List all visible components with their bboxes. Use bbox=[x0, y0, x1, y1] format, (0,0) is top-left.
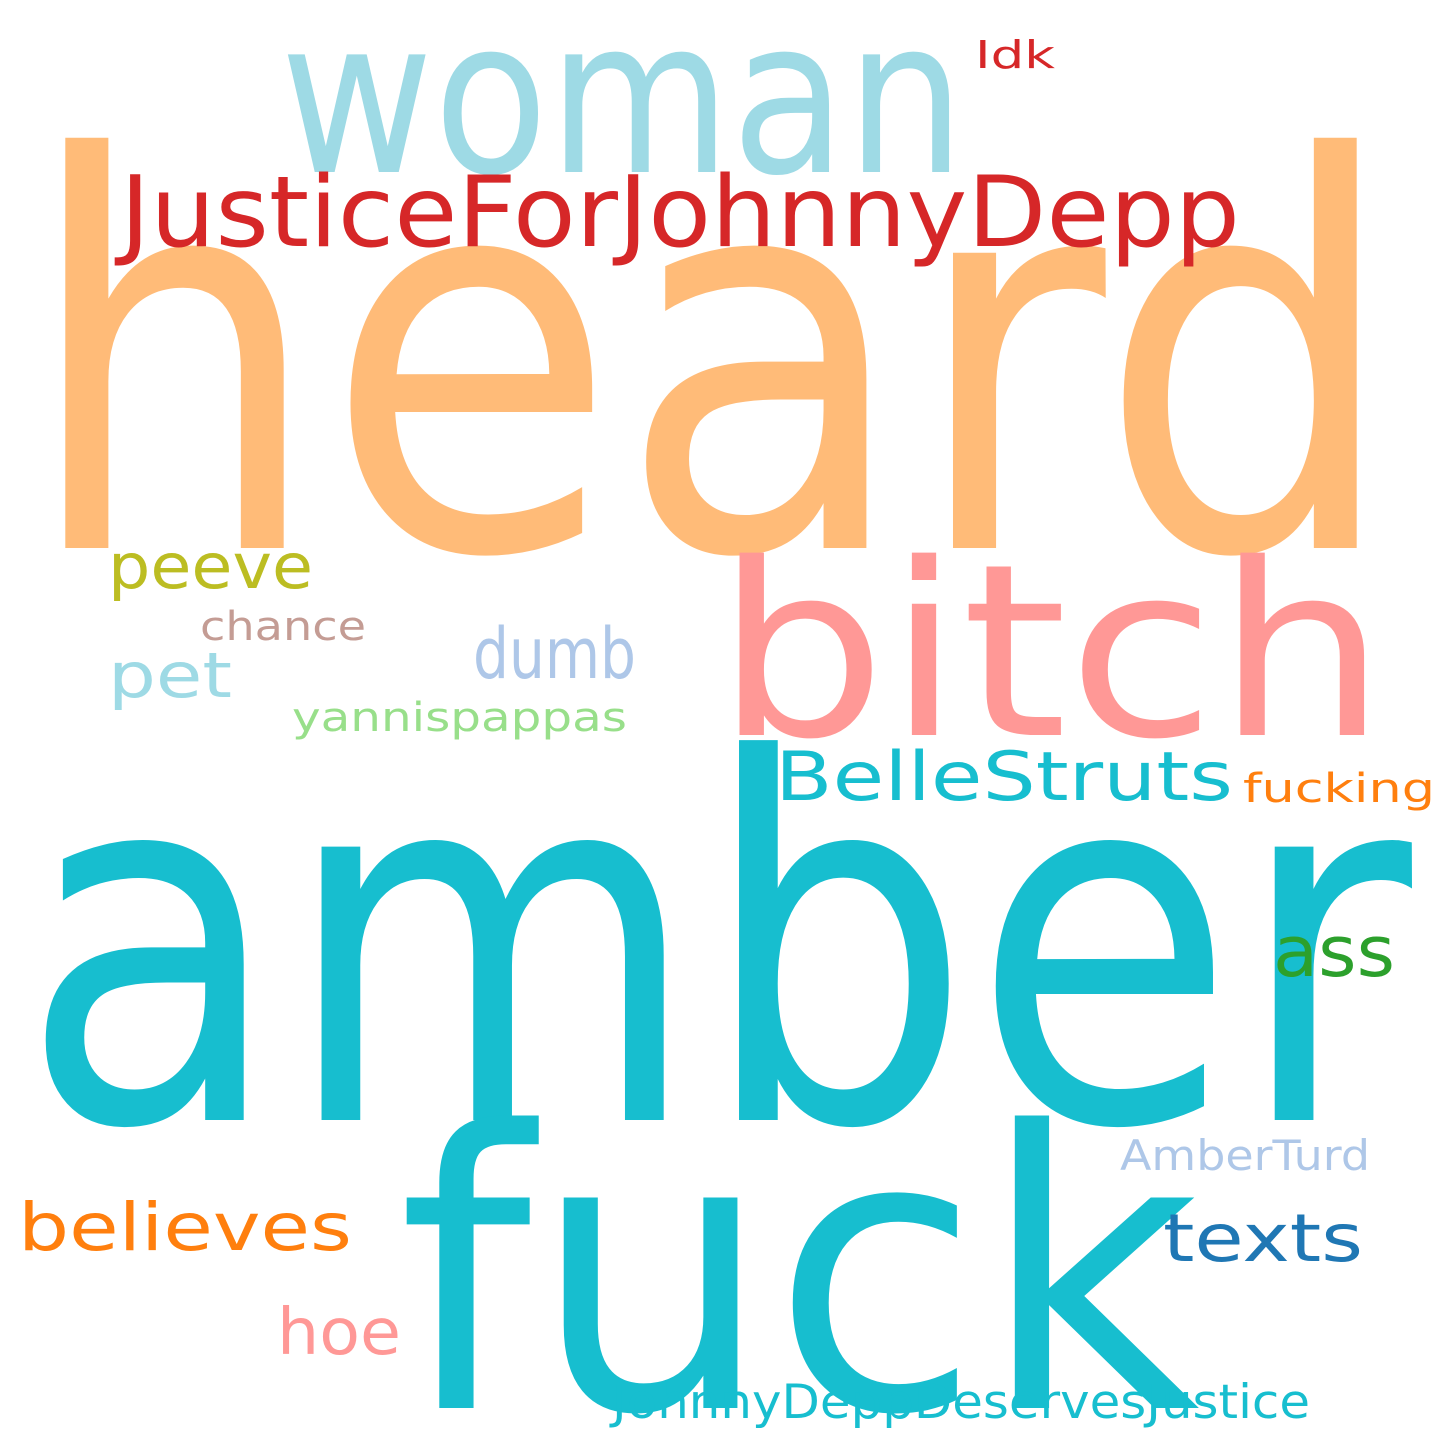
word-peeve: peeve bbox=[108, 530, 313, 603]
word-woman: woman bbox=[280, 0, 965, 223]
word-pet: pet bbox=[108, 639, 232, 712]
word-idk: Idk bbox=[975, 33, 1055, 77]
word-johnnydeserves: JohnnyDeppDeservesJustice bbox=[609, 1375, 1310, 1430]
word-justicefor: JusticeForJohnnyDepp bbox=[114, 156, 1240, 270]
word-dumb: dumb bbox=[473, 613, 636, 695]
word-texts: texts bbox=[1163, 1200, 1363, 1277]
word-fucking: fucking bbox=[1243, 766, 1435, 812]
word-heard: heard bbox=[22, 48, 1400, 676]
word-amber: amber bbox=[20, 656, 1417, 1238]
word-yannispappas: yannispappas bbox=[292, 695, 627, 741]
word-fuck: fuck bbox=[398, 1051, 1200, 1440]
word-bitch: bitch bbox=[715, 512, 1387, 792]
word-hoe: hoe bbox=[277, 1296, 401, 1370]
word-chance: chance bbox=[200, 604, 366, 650]
word-bellestruts: BelleStruts bbox=[775, 738, 1233, 817]
word-ass: ass bbox=[1273, 911, 1395, 993]
word-believes: believes bbox=[18, 1189, 352, 1266]
word-amberturd: AmberTurd bbox=[1120, 1131, 1370, 1180]
